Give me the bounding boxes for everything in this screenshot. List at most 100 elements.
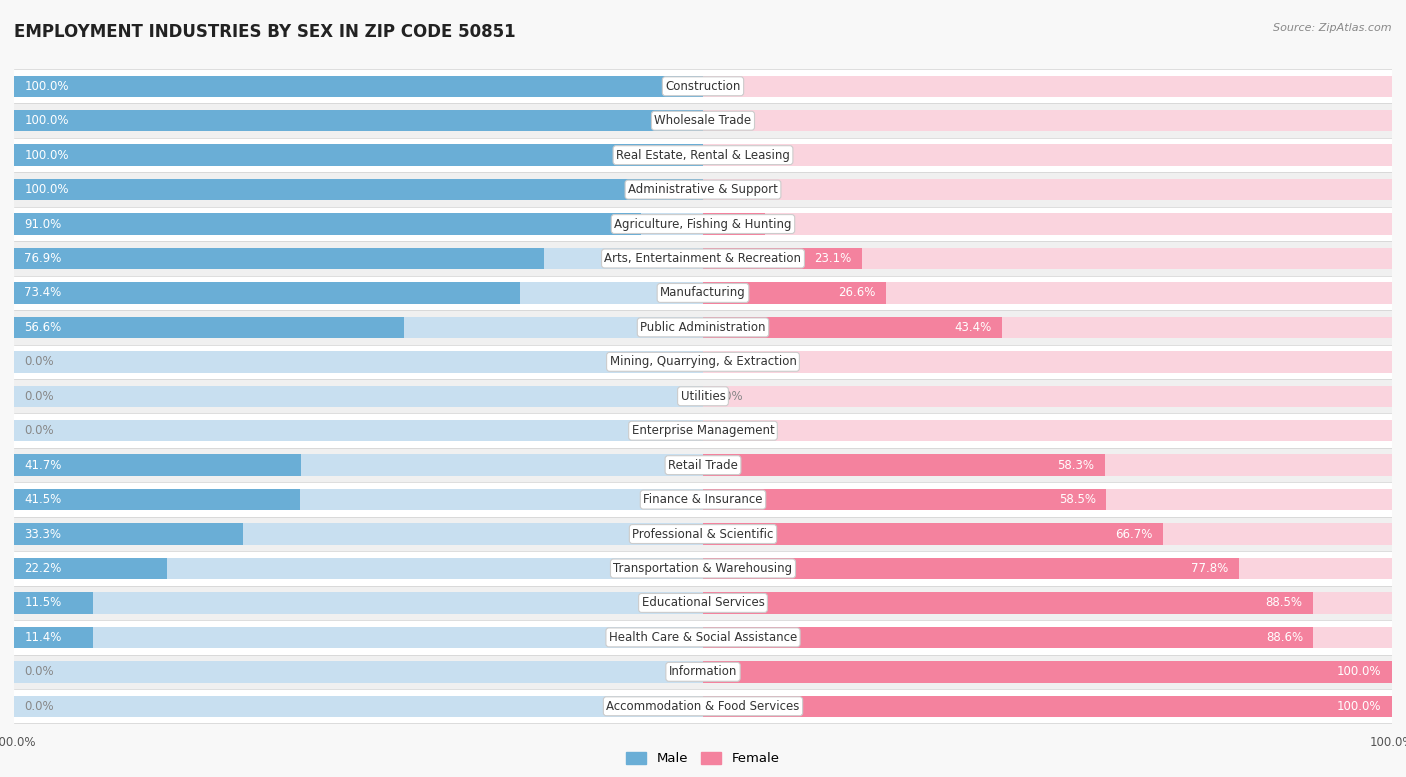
Text: 33.3%: 33.3% [24, 528, 62, 541]
Bar [14, 558, 167, 579]
Bar [14, 448, 1392, 483]
Bar [14, 317, 404, 338]
Bar [703, 661, 1392, 682]
Text: Finance & Insurance: Finance & Insurance [644, 493, 762, 506]
Bar [703, 385, 1392, 407]
Bar [703, 524, 1163, 545]
Bar [14, 489, 299, 510]
Bar [14, 214, 641, 235]
Text: 43.4%: 43.4% [955, 321, 991, 334]
Bar [703, 627, 1392, 648]
Text: Agriculture, Fishing & Hunting: Agriculture, Fishing & Hunting [614, 218, 792, 231]
Text: Information: Information [669, 665, 737, 678]
Bar [14, 586, 1392, 620]
Bar [703, 489, 1107, 510]
Bar [703, 695, 1392, 717]
Text: 100.0%: 100.0% [1337, 665, 1382, 678]
Bar [703, 145, 1392, 166]
Bar [703, 282, 1392, 304]
Bar [14, 214, 703, 235]
Text: Manufacturing: Manufacturing [661, 287, 745, 299]
Bar [703, 248, 862, 269]
Bar [703, 214, 765, 235]
Bar [14, 620, 1392, 654]
Text: 0.0%: 0.0% [24, 390, 53, 402]
Bar [14, 145, 703, 166]
Bar [14, 627, 93, 648]
Text: 0.0%: 0.0% [713, 424, 742, 437]
Bar [14, 207, 1392, 242]
Bar [703, 351, 1392, 372]
Text: 11.4%: 11.4% [24, 631, 62, 644]
Text: 0.0%: 0.0% [24, 700, 53, 713]
Bar [14, 282, 703, 304]
Text: 0.0%: 0.0% [24, 665, 53, 678]
Text: Source: ZipAtlas.com: Source: ZipAtlas.com [1274, 23, 1392, 33]
Text: 88.5%: 88.5% [1265, 597, 1302, 609]
Bar [14, 242, 1392, 276]
Text: Arts, Entertainment & Recreation: Arts, Entertainment & Recreation [605, 252, 801, 265]
Bar [703, 592, 1392, 614]
Bar [14, 248, 703, 269]
Text: Construction: Construction [665, 80, 741, 92]
Bar [14, 489, 703, 510]
Bar [14, 179, 703, 200]
Bar [14, 413, 1392, 448]
Bar [14, 551, 1392, 586]
Text: 0.0%: 0.0% [713, 390, 742, 402]
Bar [703, 420, 1392, 441]
Bar [14, 695, 703, 717]
Text: 41.5%: 41.5% [24, 493, 62, 506]
Bar [703, 214, 1392, 235]
Bar [703, 489, 1392, 510]
Bar [14, 420, 703, 441]
Bar [703, 110, 1392, 131]
Text: Wholesale Trade: Wholesale Trade [654, 114, 752, 127]
Bar [703, 524, 1392, 545]
Bar [703, 695, 1392, 717]
Bar [14, 110, 703, 131]
Text: 23.1%: 23.1% [814, 252, 852, 265]
Bar [14, 179, 703, 200]
Bar [14, 351, 703, 372]
Text: 0.0%: 0.0% [713, 114, 742, 127]
Bar [703, 282, 886, 304]
Bar [703, 592, 1313, 614]
Text: 73.4%: 73.4% [24, 287, 62, 299]
Text: Educational Services: Educational Services [641, 597, 765, 609]
Bar [14, 455, 301, 476]
Text: EMPLOYMENT INDUSTRIES BY SEX IN ZIP CODE 50851: EMPLOYMENT INDUSTRIES BY SEX IN ZIP CODE… [14, 23, 516, 41]
Text: 0.0%: 0.0% [24, 424, 53, 437]
Text: 0.0%: 0.0% [713, 183, 742, 196]
Bar [703, 558, 1392, 579]
Bar [14, 276, 1392, 310]
Bar [14, 110, 703, 131]
Text: 9.0%: 9.0% [725, 218, 755, 231]
Text: Public Administration: Public Administration [640, 321, 766, 334]
Bar [14, 75, 703, 97]
Bar [14, 345, 1392, 379]
Text: 0.0%: 0.0% [713, 80, 742, 92]
Bar [14, 69, 1392, 103]
Text: Enterprise Management: Enterprise Management [631, 424, 775, 437]
Bar [14, 592, 703, 614]
Bar [14, 282, 520, 304]
Text: 22.2%: 22.2% [24, 562, 62, 575]
Text: Accommodation & Food Services: Accommodation & Food Services [606, 700, 800, 713]
Text: 41.7%: 41.7% [24, 458, 62, 472]
Bar [703, 661, 1392, 682]
Bar [14, 654, 1392, 689]
Text: 100.0%: 100.0% [1337, 700, 1382, 713]
Text: 100.0%: 100.0% [24, 183, 69, 196]
Text: 0.0%: 0.0% [713, 148, 742, 162]
Bar [703, 558, 1239, 579]
Bar [14, 592, 93, 614]
Bar [14, 172, 1392, 207]
Bar [703, 75, 1392, 97]
Bar [703, 317, 1392, 338]
Text: Mining, Quarrying, & Extraction: Mining, Quarrying, & Extraction [610, 355, 796, 368]
Bar [14, 483, 1392, 517]
Text: 11.5%: 11.5% [24, 597, 62, 609]
Bar [14, 524, 243, 545]
Bar [14, 558, 703, 579]
